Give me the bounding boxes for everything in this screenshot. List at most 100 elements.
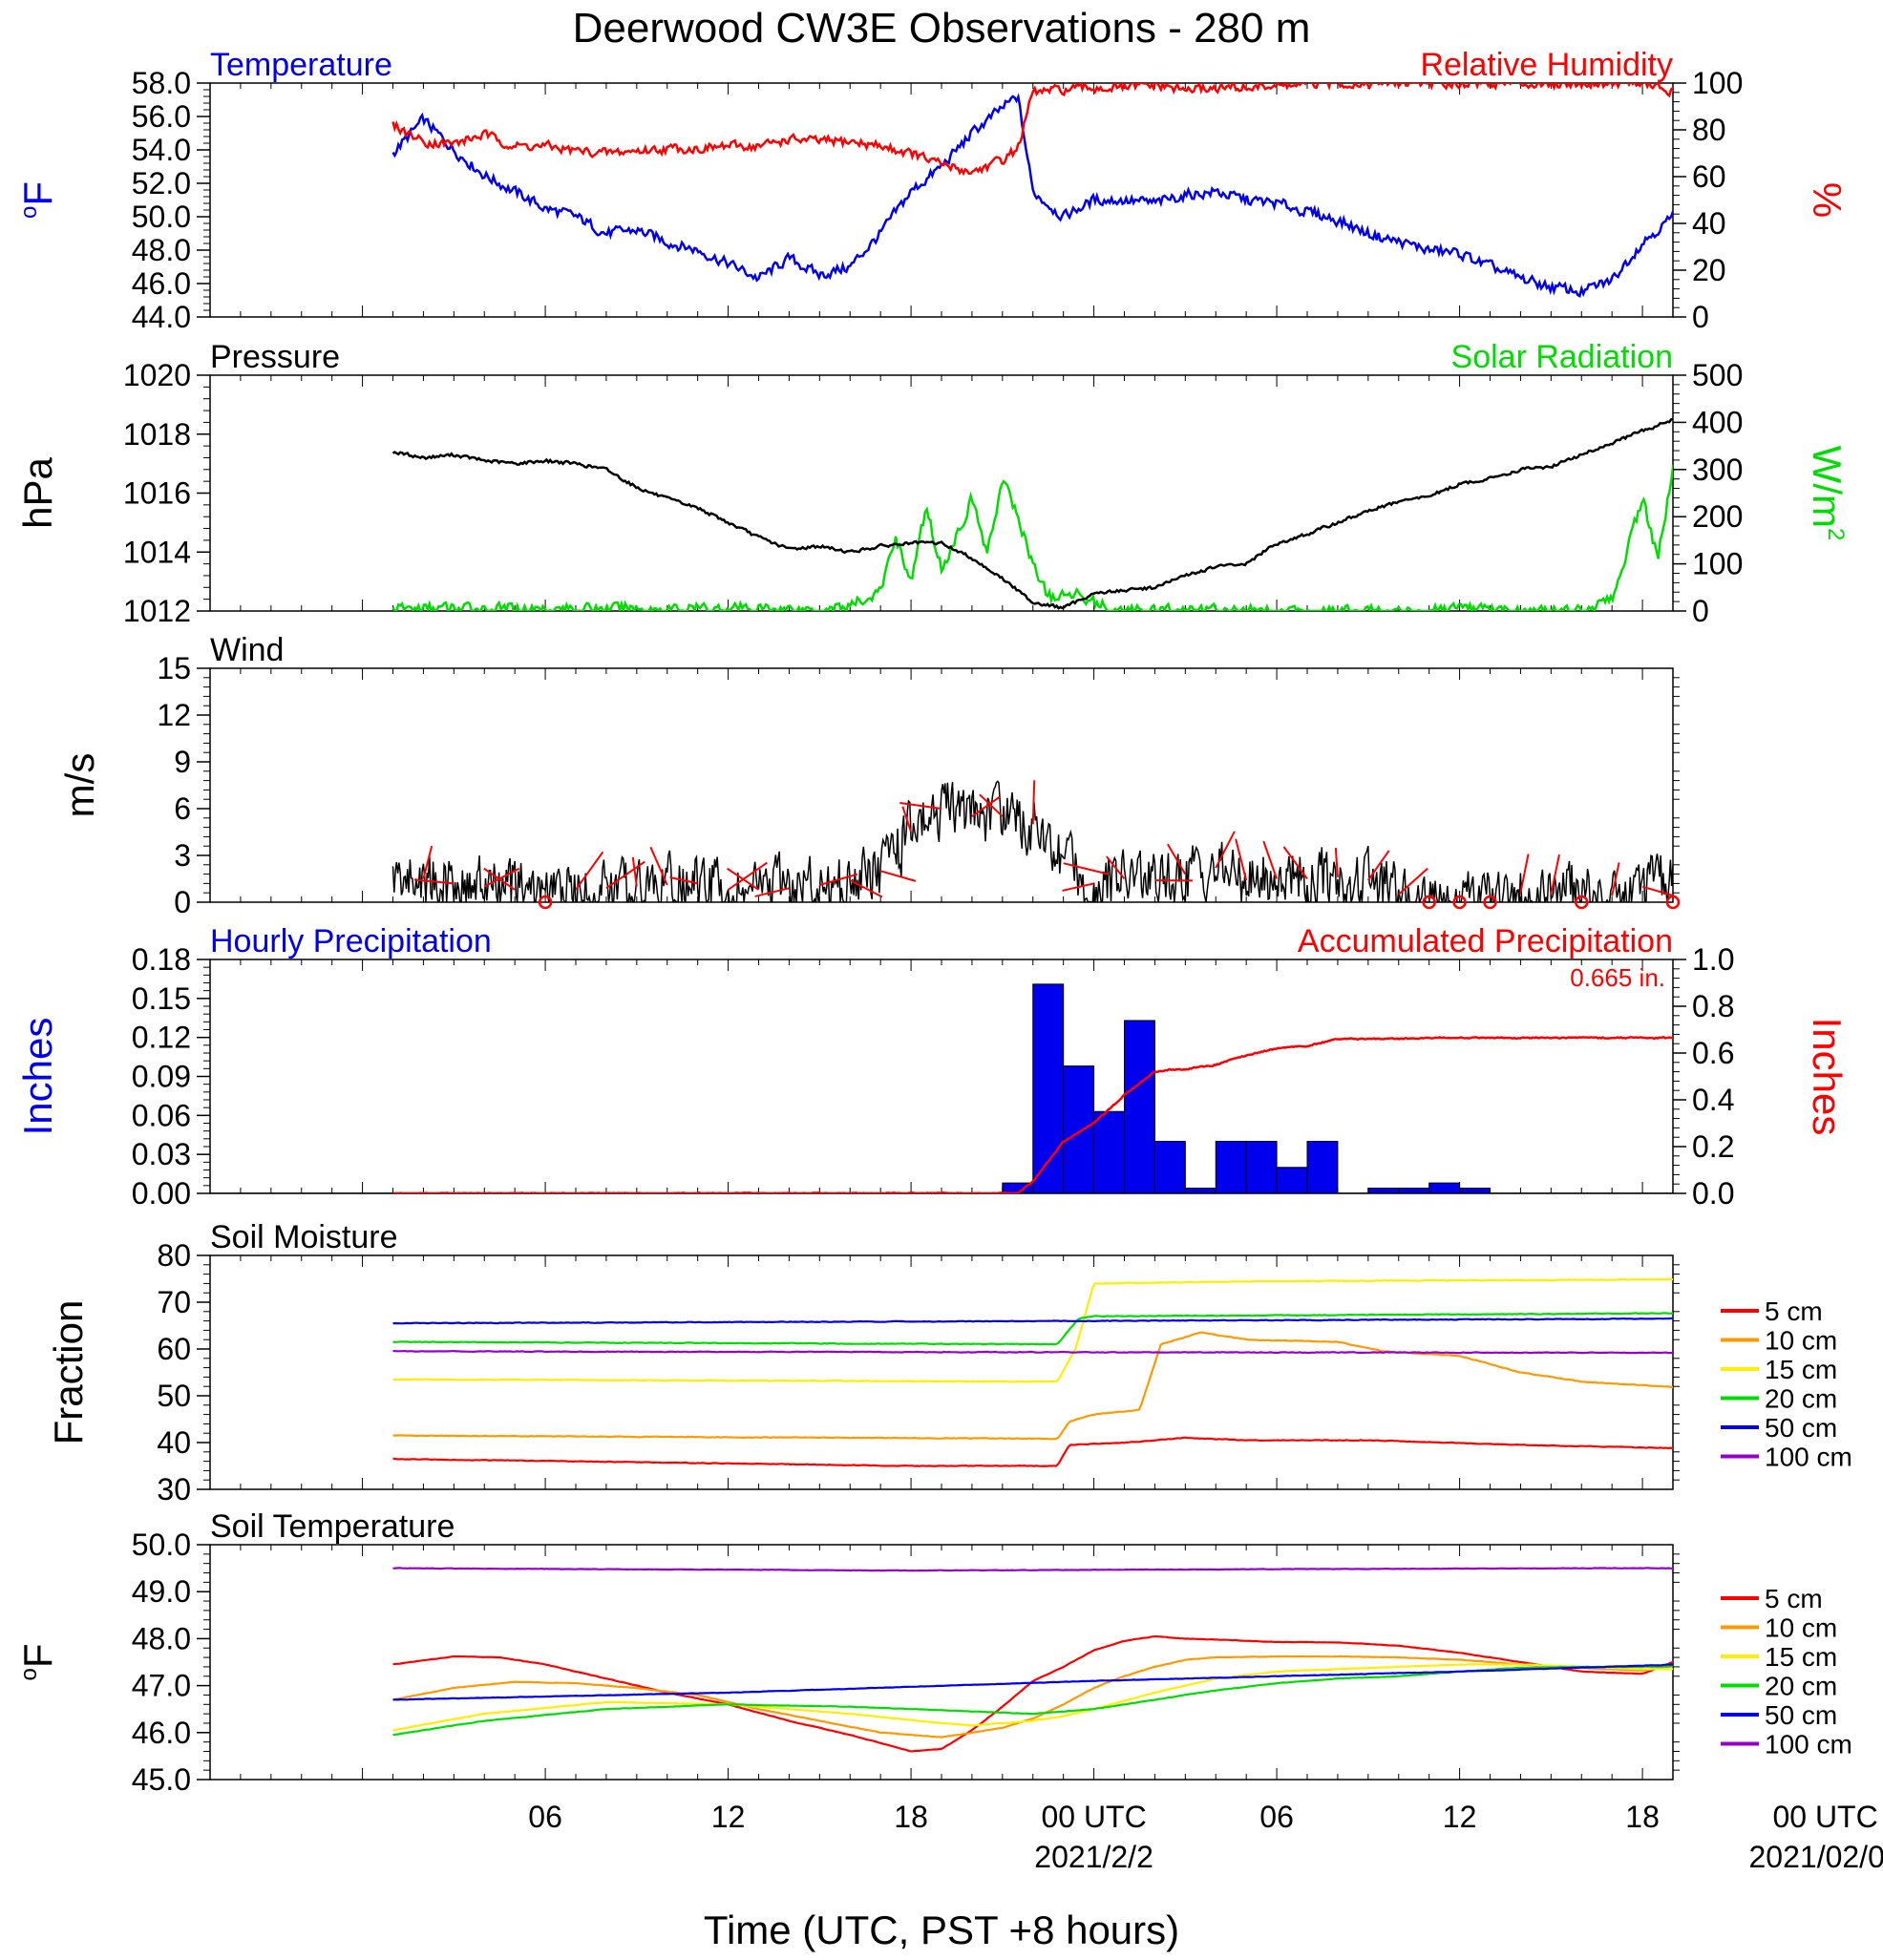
wind-direction-stick bbox=[727, 867, 760, 891]
wind-direction-stick bbox=[1398, 867, 1428, 896]
wind-direction-stick bbox=[669, 876, 698, 885]
legend-label-15-cm: 15 cm bbox=[1765, 1642, 1837, 1672]
calm-wind-marker bbox=[1483, 895, 1497, 910]
y-right-tick-label: 200 bbox=[1692, 499, 1743, 534]
panel-title-left: Soil Moisture bbox=[210, 1219, 398, 1255]
legend-label-20-cm: 20 cm bbox=[1765, 1384, 1837, 1414]
y-tick-label: 30 bbox=[157, 1472, 191, 1507]
y-tick-label: 50 bbox=[157, 1379, 191, 1413]
y-right-tick-label: 0 bbox=[1692, 594, 1709, 628]
x-axis-label: Time (UTC, PST +8 hours) bbox=[704, 1907, 1179, 1952]
x-tick-label: 06 bbox=[1259, 1800, 1294, 1834]
y-right-tick-label: 400 bbox=[1692, 405, 1743, 439]
y-tick-label: 52.0 bbox=[132, 166, 191, 200]
y-axis-label: oF bbox=[15, 1643, 60, 1680]
y-right-tick-label: 100 bbox=[1692, 547, 1743, 581]
accumulated-total-label: 0.665 in. bbox=[1570, 963, 1665, 992]
y-right-tick-label: 1.0 bbox=[1692, 942, 1734, 977]
legend-label-20-cm: 20 cm bbox=[1765, 1672, 1837, 1701]
wind-direction-stick bbox=[754, 887, 790, 897]
panel-precipitation: 0.00 0.03 0.06 0.09 0.12 0.15 0.18 0.0 0.2 0.4 0.6… bbox=[15, 923, 1850, 1211]
y-axis-label-right: W/m2 bbox=[1805, 446, 1850, 541]
wind-direction-stick bbox=[422, 845, 434, 879]
unit-superscript: 2 bbox=[1823, 528, 1849, 540]
y-right-tick-label: 0.6 bbox=[1692, 1036, 1734, 1070]
y-tick-label: 0.09 bbox=[132, 1060, 191, 1094]
precip-bar bbox=[1124, 1020, 1155, 1193]
panel-wind: 0 3 6 9 12 15 Wind m/s bbox=[57, 632, 1681, 919]
unit-letter: F bbox=[15, 1643, 60, 1668]
degree-superscript: o bbox=[16, 206, 42, 219]
y-tick-label: 0.00 bbox=[132, 1176, 191, 1211]
series-100-cm bbox=[392, 1349, 1673, 1355]
y-right-tick-label: 100 bbox=[1692, 66, 1743, 100]
degree-superscript: o bbox=[16, 1668, 42, 1680]
y-right-tick-label: 40 bbox=[1692, 206, 1726, 241]
wind-direction-stick bbox=[483, 867, 520, 888]
y-tick-label: 46.0 bbox=[132, 266, 191, 301]
x-tick-label: 12 bbox=[1443, 1800, 1477, 1834]
y-right-tick-label: 0.4 bbox=[1692, 1083, 1734, 1117]
y-tick-label: 45.0 bbox=[132, 1762, 191, 1797]
precip-bar bbox=[1428, 1182, 1461, 1193]
wind-direction-stick bbox=[1215, 831, 1236, 869]
y-tick-label: 80 bbox=[157, 1238, 191, 1273]
plot-area bbox=[391, 780, 1673, 902]
wind-direction-stick bbox=[1031, 780, 1036, 825]
y-tick-label: 46.0 bbox=[132, 1716, 191, 1750]
wind-direction-stick bbox=[1167, 843, 1187, 875]
series-50-cm bbox=[392, 1317, 1673, 1325]
panel-title-left: Soil Temperature bbox=[210, 1508, 455, 1545]
precip-bar bbox=[1184, 1188, 1217, 1193]
legend-label-5-cm: 5 cm bbox=[1765, 1296, 1823, 1326]
y-tick-label: 1016 bbox=[123, 476, 191, 511]
y-tick-label: 1018 bbox=[123, 417, 191, 452]
precip-bar bbox=[1245, 1141, 1278, 1193]
wind-direction-stick bbox=[1062, 882, 1094, 892]
chart-title: Deerwood CW3E Observations - 280 m bbox=[573, 5, 1311, 52]
y-right-tick-label: 0.2 bbox=[1692, 1129, 1734, 1164]
wind-direction-stick bbox=[1262, 840, 1279, 879]
y-axis-label-right: % bbox=[1805, 182, 1850, 218]
series-5-cm bbox=[392, 1634, 1673, 1753]
wind-direction-stick bbox=[1282, 846, 1308, 880]
precip-bar bbox=[1032, 983, 1065, 1193]
x-tick-label: 00 UTC bbox=[1772, 1800, 1877, 1834]
x-tick-label: 12 bbox=[711, 1800, 746, 1834]
y-tick-label: 0.03 bbox=[132, 1137, 191, 1171]
plot-area bbox=[391, 83, 1673, 299]
series-temperature bbox=[391, 93, 1673, 299]
x-date-label: 2021/2/2 bbox=[1034, 1840, 1153, 1874]
y-right-tick-label: 300 bbox=[1692, 453, 1743, 487]
x-tick-label: 00 UTC bbox=[1041, 1800, 1146, 1834]
legend-label-10-cm: 10 cm bbox=[1765, 1613, 1837, 1643]
y-tick-label: 0.15 bbox=[132, 981, 191, 1016]
wind-direction-stick bbox=[1367, 850, 1390, 881]
wind-direction-stick bbox=[1106, 855, 1126, 880]
series-10-cm bbox=[392, 1331, 1673, 1441]
x-tick-label: 06 bbox=[528, 1800, 562, 1834]
panel-title-left: Temperature bbox=[210, 47, 392, 83]
y-tick-label: 60 bbox=[157, 1332, 191, 1366]
y-tick-label: 50.0 bbox=[132, 1528, 191, 1562]
unit-text: W/m bbox=[1805, 446, 1850, 528]
precip-bar bbox=[1398, 1188, 1430, 1193]
precip-bar bbox=[1306, 1141, 1339, 1193]
legend-label-15-cm: 15 cm bbox=[1765, 1355, 1837, 1384]
y-right-tick-label: 80 bbox=[1692, 113, 1726, 147]
wind-direction-stick bbox=[1235, 838, 1248, 881]
series-50-cm bbox=[392, 1663, 1673, 1701]
panel-pressure-solar: 1012 1014 1016 1018 1020 0 100 200 300 400 500 Pres… bbox=[15, 339, 1850, 628]
wind-direction-stick bbox=[971, 796, 1001, 817]
series-relative-humidity bbox=[391, 83, 1673, 177]
plot-area bbox=[391, 417, 1673, 611]
precip-bar bbox=[1215, 1141, 1247, 1193]
legend-label-5-cm: 5 cm bbox=[1765, 1584, 1823, 1613]
precip-bar bbox=[1063, 1065, 1095, 1193]
y-right-tick-label: 0 bbox=[1692, 300, 1709, 334]
y-tick-label: 1012 bbox=[123, 594, 191, 628]
wind-direction-stick bbox=[728, 861, 768, 891]
wind-direction-stick bbox=[1641, 885, 1673, 897]
y-axis-label: Inches bbox=[15, 1018, 60, 1136]
